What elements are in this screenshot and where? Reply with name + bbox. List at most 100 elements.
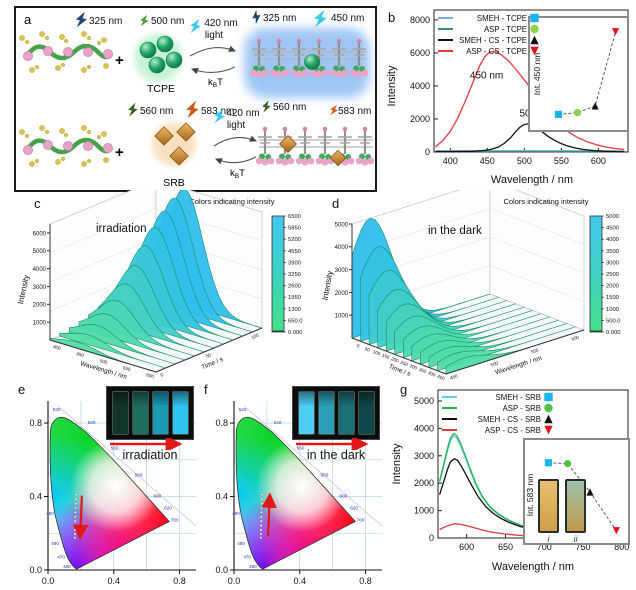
text-el: 3000: [33, 285, 47, 291]
polygon-el: [530, 35, 539, 45]
condition-label: irradiation: [96, 223, 147, 235]
panel-label-e: e: [18, 382, 26, 397]
cuvette-photo: [171, 391, 189, 435]
circle-el: [73, 528, 77, 532]
cie-diagram-f: 0.0 0.4 0.8 0.0 0.4 0.8 520 540 560 580 600 620 700 4…: [215, 401, 383, 586]
cuvette-photo-inset: [292, 386, 380, 440]
inset-y-label: Int. 450 nm: [532, 53, 542, 96]
circle-el: [74, 502, 77, 505]
colorbar-ticks: 5000 4500 4000 3500 3000 2500 2000 1500 1000 500.…: [601, 214, 621, 336]
panel-f-cie: f 0.0 0.4 0.8 0.0 0.4 0.8 520 540 560 580 600 620 70…: [196, 380, 384, 590]
text-el: 5200: [288, 237, 301, 243]
legend-marker-icon: [544, 425, 553, 435]
panel-label-b: b: [388, 10, 396, 25]
text-el: 450: [480, 156, 495, 166]
tcpe-spheres: [139, 35, 183, 74]
legend-label: ASP - SRB: [502, 403, 541, 413]
arrow-420nm-label: 420 nm: [226, 108, 259, 119]
cuvette-label: ii: [573, 534, 578, 544]
line-el: [351, 337, 447, 375]
legend-line-swatch: [438, 28, 453, 30]
text-el: 650: [498, 542, 513, 552]
tspan-el: B: [213, 82, 217, 89]
excitation-560nm-label: 560 nm: [140, 106, 173, 117]
back-arrow: [214, 156, 257, 165]
text-el: 3500: [606, 249, 619, 255]
text-el: 750: [576, 542, 591, 552]
polygon-el: [612, 527, 620, 535]
polyline-el: [548, 462, 617, 531]
text-el: 2600: [288, 284, 301, 290]
product-560nm-label: 560 nm: [273, 102, 306, 113]
text-el: 4000: [335, 245, 349, 251]
z-axis-label: Intensity: [321, 270, 335, 301]
legend-marker-icon: [544, 403, 553, 413]
text-el: 4000: [410, 81, 430, 91]
text-el: 0.4: [294, 576, 307, 586]
text-el: 1000: [414, 506, 434, 516]
inset-caption: in the dark: [306, 448, 366, 462]
cuvette-label: i: [547, 534, 550, 544]
panel-e-cie: e 0.0 0.4 0.8 0.0 0.4 0.8 520 540 560 580 600 620 70…: [10, 380, 198, 590]
y-axis-label: Intensity: [386, 65, 398, 106]
text-el: 0: [429, 533, 434, 543]
text-el: 2000: [410, 114, 430, 124]
text-el: 400: [427, 370, 436, 378]
legend-item: ASP - SRB: [442, 403, 554, 413]
path-el: [59, 332, 166, 369]
panel-a-scheme: a + 325 nm 500 nm TCPE 420 nm light kBT: [14, 6, 377, 192]
text-el: 0.4: [215, 492, 228, 502]
text-el: 0.000: [288, 330, 303, 336]
text-el: 8000: [410, 15, 430, 25]
tspan-el: k: [208, 77, 213, 88]
uv-bolt-icon: [74, 10, 89, 30]
text-el: 600: [571, 334, 580, 341]
text-el: 0.8: [29, 418, 42, 428]
dark-green-bolt-icon: [126, 101, 139, 118]
panel-label-d: d: [332, 196, 340, 211]
text-el: 3000: [606, 260, 619, 266]
bound-srb-crystal: [279, 135, 297, 153]
polyline-el: [435, 50, 625, 151]
rect-el: [530, 13, 539, 23]
diagonal-gridline: [243, 405, 383, 527]
text-el: 0.8: [173, 576, 186, 586]
text-el: Time / s: [388, 363, 413, 378]
circle-el: [260, 502, 263, 505]
text-el: 0: [356, 343, 361, 349]
circle-el: [139, 41, 157, 59]
legend-item: SMEH - CS - SRB: [442, 414, 554, 424]
text-el: 300: [409, 363, 418, 371]
circle-el: [564, 460, 572, 468]
polymer-chain-illustration: [19, 31, 112, 72]
surface-chart-d: Colors indicating intensity 500045004000…: [321, 190, 621, 381]
text-el: 700: [357, 517, 365, 522]
panel-label-g: g: [400, 382, 408, 397]
rect-el: [529, 17, 628, 131]
spectral-locus: [49, 416, 170, 570]
text-el: 520: [239, 407, 247, 412]
line-el: [489, 208, 585, 245]
polygon-el: [611, 28, 620, 36]
path-el: [97, 283, 205, 353]
legend-marker-icon: [544, 392, 553, 402]
emission-583nm-label: 583 nm: [201, 106, 234, 117]
legend-line-swatch: [442, 429, 457, 431]
bound-tcpe-sphere: [304, 54, 320, 70]
circle-el: [530, 24, 539, 34]
text-el: 0.4: [29, 492, 42, 502]
diagonal-gridline: [57, 405, 197, 527]
text-el: 150: [381, 353, 390, 361]
text-el: 5000: [33, 249, 47, 255]
surface-chart-c: Colors indicating intensity 6500 5850 5200…: [16, 190, 303, 381]
spectrum-chart-b: Intensity Wavelength / nm 400 450 500 550 60…: [386, 9, 629, 186]
legend-label: ASP - TCPE: [483, 24, 527, 34]
path-el: [78, 313, 185, 361]
y-axis-label: Intensity: [391, 443, 403, 484]
text-el: 580: [135, 472, 143, 477]
text-el: 4000: [606, 237, 619, 243]
path-el: [107, 265, 214, 349]
forward-arrow: [189, 45, 237, 57]
text-el: 600: [154, 493, 162, 498]
legend-item: SMEH - CS - TCPE: [438, 35, 540, 45]
